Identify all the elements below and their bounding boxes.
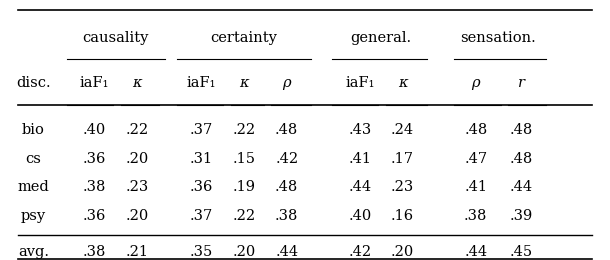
Text: .36: .36 bbox=[83, 209, 106, 223]
Text: ρ: ρ bbox=[282, 76, 291, 90]
Text: .40: .40 bbox=[83, 123, 106, 137]
Text: .44: .44 bbox=[464, 245, 487, 259]
Text: disc.: disc. bbox=[16, 76, 51, 90]
Text: iaF₁: iaF₁ bbox=[80, 76, 109, 90]
Text: .38: .38 bbox=[464, 209, 487, 223]
Text: κ: κ bbox=[132, 76, 142, 90]
Text: r: r bbox=[518, 76, 525, 90]
Text: certainty: certainty bbox=[210, 31, 278, 45]
Text: .44: .44 bbox=[510, 180, 533, 194]
Text: .20: .20 bbox=[126, 152, 149, 166]
Text: .42: .42 bbox=[275, 152, 298, 166]
Text: .42: .42 bbox=[348, 245, 371, 259]
Text: .37: .37 bbox=[190, 209, 213, 223]
Text: .20: .20 bbox=[232, 245, 256, 259]
Text: .39: .39 bbox=[510, 209, 533, 223]
Text: .22: .22 bbox=[232, 209, 256, 223]
Text: causality: causality bbox=[83, 31, 149, 45]
Text: .48: .48 bbox=[510, 152, 533, 166]
Text: .37: .37 bbox=[190, 123, 213, 137]
Text: .44: .44 bbox=[275, 245, 298, 259]
Text: sensation.: sensation. bbox=[461, 31, 536, 45]
Text: κ: κ bbox=[398, 76, 407, 90]
Text: .36: .36 bbox=[83, 152, 106, 166]
Text: .48: .48 bbox=[464, 123, 487, 137]
Text: med: med bbox=[18, 180, 49, 194]
Text: .35: .35 bbox=[190, 245, 213, 259]
Text: .41: .41 bbox=[348, 152, 371, 166]
Text: .24: .24 bbox=[391, 123, 414, 137]
Text: .38: .38 bbox=[83, 180, 106, 194]
Text: bio: bio bbox=[22, 123, 45, 137]
Text: .48: .48 bbox=[275, 180, 298, 194]
Text: .17: .17 bbox=[391, 152, 414, 166]
Text: .22: .22 bbox=[126, 123, 149, 137]
Text: .20: .20 bbox=[391, 245, 414, 259]
Text: .45: .45 bbox=[510, 245, 533, 259]
Text: .22: .22 bbox=[232, 123, 256, 137]
Text: .36: .36 bbox=[190, 180, 213, 194]
Text: .21: .21 bbox=[126, 245, 149, 259]
Text: .31: .31 bbox=[190, 152, 213, 166]
Text: .23: .23 bbox=[391, 180, 414, 194]
Text: cs: cs bbox=[26, 152, 41, 166]
Text: .23: .23 bbox=[126, 180, 149, 194]
Text: iaF₁: iaF₁ bbox=[345, 76, 375, 90]
Text: .16: .16 bbox=[391, 209, 414, 223]
Text: psy: psy bbox=[21, 209, 46, 223]
Text: κ: κ bbox=[239, 76, 249, 90]
Text: .48: .48 bbox=[510, 123, 533, 137]
Text: .38: .38 bbox=[275, 209, 298, 223]
Text: .47: .47 bbox=[464, 152, 487, 166]
Text: .48: .48 bbox=[275, 123, 298, 137]
Text: .15: .15 bbox=[232, 152, 256, 166]
Text: avg.: avg. bbox=[18, 245, 49, 259]
Text: .40: .40 bbox=[348, 209, 371, 223]
Text: iaF₁: iaF₁ bbox=[187, 76, 216, 90]
Text: .19: .19 bbox=[232, 180, 256, 194]
Text: .41: .41 bbox=[464, 180, 487, 194]
Text: ρ: ρ bbox=[472, 76, 480, 90]
Text: .44: .44 bbox=[348, 180, 371, 194]
Text: .43: .43 bbox=[348, 123, 371, 137]
Text: general.: general. bbox=[351, 31, 412, 45]
Text: .38: .38 bbox=[83, 245, 106, 259]
Text: .20: .20 bbox=[126, 209, 149, 223]
